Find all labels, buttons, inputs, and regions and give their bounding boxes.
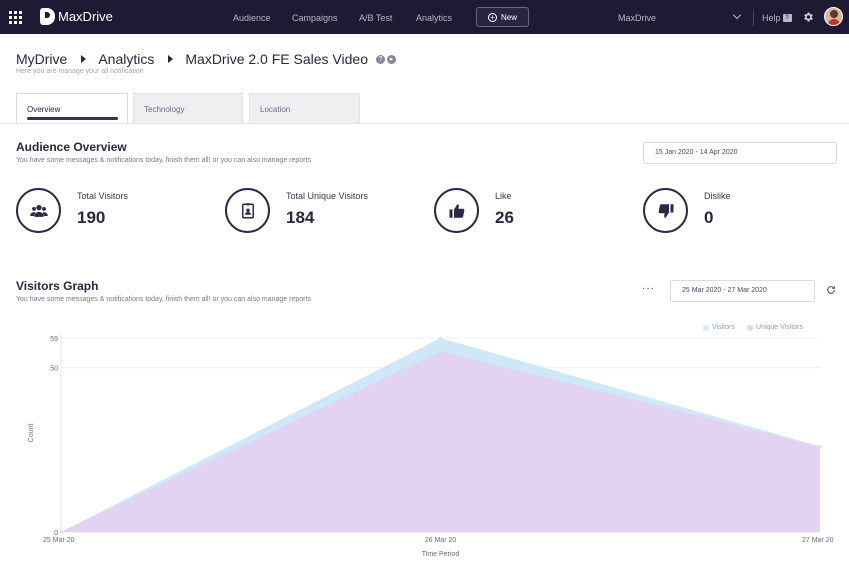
breadcrumb: MyDrive Analytics MaxDrive 2.0 FE Sales … — [16, 51, 398, 67]
logo-icon — [40, 8, 55, 25]
tabs-divider — [0, 123, 849, 124]
legend-swatch — [703, 324, 709, 331]
brand-logo[interactable]: MaxDrive — [40, 8, 113, 25]
audience-overview-subtitle: You have some messages & notifications t… — [16, 157, 311, 164]
play-circle-icon[interactable]: ▸ — [386, 54, 396, 64]
y-tick-label: 50 — [50, 366, 58, 373]
tab-technology-label: Technology — [144, 105, 185, 114]
x-axis-title: Time Period — [422, 551, 460, 558]
breadcrumb-mydrive[interactable]: MyDrive — [16, 51, 68, 67]
audience-overview-title: Audience Overview — [16, 140, 127, 154]
y-tick-label: 59 — [50, 336, 58, 343]
help-label: Help — [762, 13, 781, 23]
tab-overview-label: Overview — [27, 105, 61, 114]
visitors-graph-title: Visitors Graph — [16, 279, 99, 293]
help-circle-icon[interactable]: ? — [375, 54, 385, 64]
stat-label: Dislike — [704, 191, 731, 201]
y-axis-title: Count — [28, 424, 35, 443]
new-button-label: New — [500, 12, 517, 22]
stat-label: Total Unique Visitors — [286, 191, 368, 201]
visitors-area-chart: 0 50 59 25 Mar 20 26 Mar 20 27 Mar 20 Time Per… — [28, 334, 834, 558]
id-badge-icon — [225, 188, 270, 233]
legend-label: Visitors — [712, 324, 735, 331]
users-icon — [16, 188, 61, 233]
nav-audience[interactable]: Audience — [233, 13, 271, 23]
x-tick-label: 27 Mar 20 — [802, 537, 834, 544]
thumbs-down-icon — [643, 188, 688, 233]
page-title: MaxDrive 2.0 FE Sales Video — [185, 51, 368, 67]
legend-swatch — [747, 324, 753, 331]
data-point — [439, 336, 442, 340]
apps-grid-icon[interactable] — [9, 11, 22, 24]
page-subtitle: Here you are manage your all notificatio… — [16, 68, 144, 75]
project-select-value: MaxDrive — [618, 13, 657, 23]
stat-value: 0 — [704, 208, 714, 227]
project-select[interactable]: MaxDrive — [618, 10, 742, 23]
tab-location-label: Location — [260, 105, 291, 114]
data-point — [818, 445, 822, 449]
data-point — [439, 349, 442, 353]
x-tick-label: 25 Mar 20 — [43, 537, 75, 544]
breadcrumb-arrow-icon — [168, 55, 174, 63]
topbar-divider — [753, 9, 754, 26]
stat-label: Total Visitors — [77, 191, 128, 201]
app-name: MaxDrive — [58, 9, 113, 24]
legend-label: Unique Visitors — [756, 324, 803, 331]
chevron-down-icon — [732, 10, 742, 20]
nav-analytics[interactable]: Analytics — [416, 13, 453, 23]
breadcrumb-analytics[interactable]: Analytics — [98, 51, 155, 67]
graph-date-range[interactable]: 25 Mar 2020 - 27 Mar 2020 — [670, 280, 815, 302]
legend-unique-visitors[interactable]: Unique Visitors — [747, 324, 803, 331]
audience-date-range[interactable]: 15 Jan 2020 - 14 Apr 2020 — [643, 142, 837, 164]
more-options-icon[interactable]: ··· — [642, 283, 655, 294]
tab-overview[interactable]: Overview — [16, 93, 128, 123]
data-point — [59, 530, 63, 534]
legend-visitors[interactable]: Visitors — [703, 324, 735, 331]
nav-campaigns[interactable]: Campaigns — [292, 13, 338, 23]
nav-ab-test[interactable]: A/B Test — [359, 13, 393, 23]
user-avatar[interactable] — [824, 7, 843, 26]
help-icon: ? — [782, 14, 792, 22]
help-button[interactable]: Help ? — [762, 13, 792, 23]
y-tick-label: 0 — [54, 530, 58, 537]
refresh-icon[interactable] — [826, 285, 836, 295]
plus-circle-icon: + — [487, 12, 497, 22]
area-series-unique-visitors — [61, 351, 820, 532]
stat-value: 190 — [77, 208, 106, 227]
breadcrumb-arrow-icon — [81, 55, 87, 63]
tab-location[interactable]: Location — [249, 93, 360, 123]
visitors-graph-subtitle: You have some messages & notifications t… — [16, 296, 311, 303]
x-tick-label: 26 Mar 20 — [425, 537, 457, 544]
thumbs-up-icon — [434, 188, 479, 233]
gear-icon[interactable] — [802, 11, 814, 23]
tab-technology[interactable]: Technology — [133, 93, 243, 123]
top-navbar: MaxDrive Audience Campaigns A/B Test Ana… — [0, 0, 849, 34]
stat-value: 26 — [495, 208, 514, 227]
new-button[interactable]: + New — [476, 7, 529, 27]
stat-label: Like — [495, 191, 512, 201]
stat-value: 184 — [286, 208, 315, 227]
